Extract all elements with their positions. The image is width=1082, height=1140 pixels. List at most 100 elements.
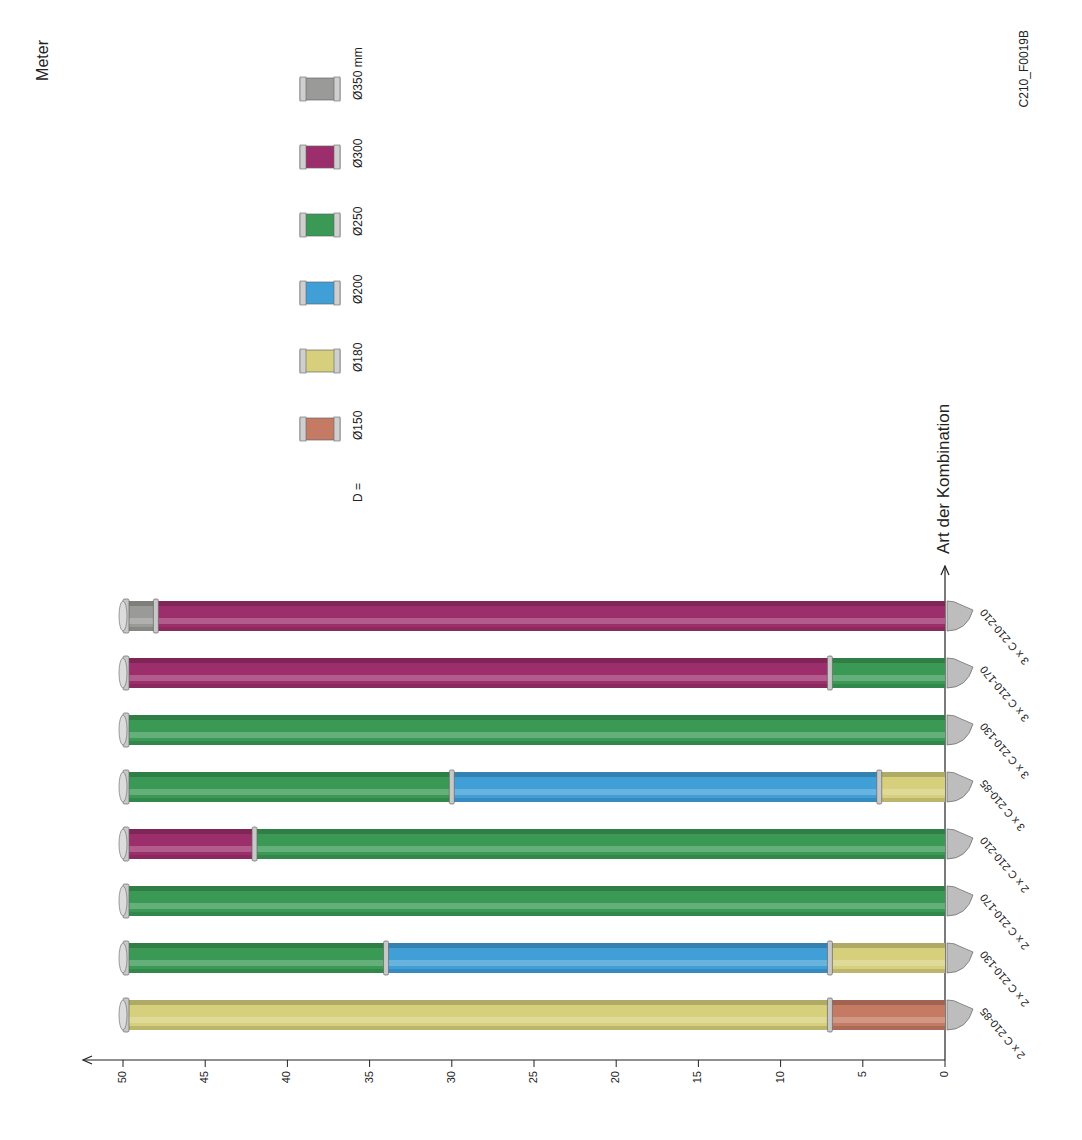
pipe-joint [153,599,158,633]
pipe-elbow [947,772,973,802]
tick-label: 20 [609,1071,621,1083]
pipe-shade [830,1026,945,1030]
tick-label: 40 [280,1071,292,1083]
legend-swatch-ring [300,77,306,101]
pipe-decoration [119,599,973,1032]
pipe-shade [123,798,452,802]
tick [862,1060,863,1067]
pipe-shade [123,715,945,720]
pipe-shade [123,658,830,663]
tick-label: 15 [691,1071,703,1083]
pipe-elbow [947,658,973,688]
pipe-end [119,943,127,973]
legend-label: Ø350 mm [351,47,365,100]
pipe-end [119,715,127,745]
pipe-shade [156,627,945,631]
pipe-shade [879,772,945,777]
chart-frame: 05101520253035404550Art der KombinationM… [34,30,1031,1083]
pipe-highlight [123,732,945,738]
legend-swatch-ring [334,349,340,373]
tick [123,1060,124,1067]
legend-label: Ø150 [351,410,365,440]
pipe-shade [123,829,255,834]
pipe-shade [123,886,945,891]
pipe-shade [830,658,945,663]
pipe-shade [452,772,879,777]
bar-segment [255,829,945,859]
pipe-shade [123,969,386,973]
pipe-highlight [156,618,945,624]
legend-title: D = [351,483,365,502]
legend-label: Ø300 [351,138,365,168]
pipe-end [119,601,127,631]
value-axis-arrow [83,1056,92,1064]
pipe-joint [827,656,832,690]
pipe-shade [452,798,879,802]
pipe-joint [827,941,832,975]
pipe-highlight [123,846,255,852]
legend-swatch-ring [334,417,340,441]
pipe-joint [827,998,832,1032]
bar-segment [123,715,945,745]
pipe-elbow [947,829,973,859]
pipe-elbow [947,1000,973,1030]
legend-swatch-ring [334,213,340,237]
category-label: 2 x C 210-170 [977,892,1031,953]
pipe-highlight [879,789,945,795]
tick-label: 10 [774,1071,786,1083]
legend-swatch-ring [300,349,306,373]
legend-label: Ø180 [351,342,365,372]
legend-swatch-ring [300,417,306,441]
x-axis-title: Art der Kombination [934,404,953,554]
tick-label: 45 [198,1071,210,1083]
pipe-highlight [830,675,945,681]
legend-swatch [300,350,340,372]
y-axis-title: Meter [34,39,51,81]
plot-area [123,601,945,1030]
bar-segment [123,829,255,859]
tick [945,1060,946,1067]
pipe-elbow [947,601,973,631]
category-label: 2 x C 210-210 [977,835,1031,896]
pipe-end [119,772,127,802]
bar-segment [830,1000,945,1030]
pipe-highlight [830,1017,945,1023]
tick [698,1060,699,1067]
tick [780,1060,781,1067]
category-axis-arrow [941,566,949,575]
figure-code: C210_F0019B [1017,30,1031,107]
pipe-end [119,829,127,859]
pipe-shade [123,684,830,688]
pipe-joint [449,770,454,804]
category-label: 3 x C 210-85 [977,778,1027,834]
tick-label: 35 [363,1071,375,1083]
chart: 05101520253035404550Art der KombinationM… [0,0,1082,1140]
pipe-joint [384,941,389,975]
category-axis [944,566,945,1060]
legend-label: Ø250 [351,206,365,236]
legend-swatch-ring [334,145,340,169]
tick [534,1060,535,1067]
pipe-end [119,658,127,688]
tick [451,1060,452,1067]
pipe-shade [123,1000,830,1005]
value-axis [83,1059,945,1060]
bar-segment [123,658,830,688]
pipe-joint [252,827,257,861]
bar-segment [123,886,945,916]
pipe-joint [877,770,882,804]
pipe-highlight [830,960,945,966]
legend-swatch-ring [334,281,340,305]
pipe-highlight [123,960,386,966]
pipe-end [119,886,127,916]
bar-segment [452,772,879,802]
pipe-shade [830,684,945,688]
bar-segment [830,658,945,688]
legend-label: Ø200 [351,274,365,304]
pipe-shade [830,943,945,948]
pipe-shade [123,943,386,948]
category-label: 3 x C 210-130 [977,721,1031,782]
pipe-highlight [123,903,945,909]
pipe-shade [123,1026,830,1030]
tick [369,1060,370,1067]
